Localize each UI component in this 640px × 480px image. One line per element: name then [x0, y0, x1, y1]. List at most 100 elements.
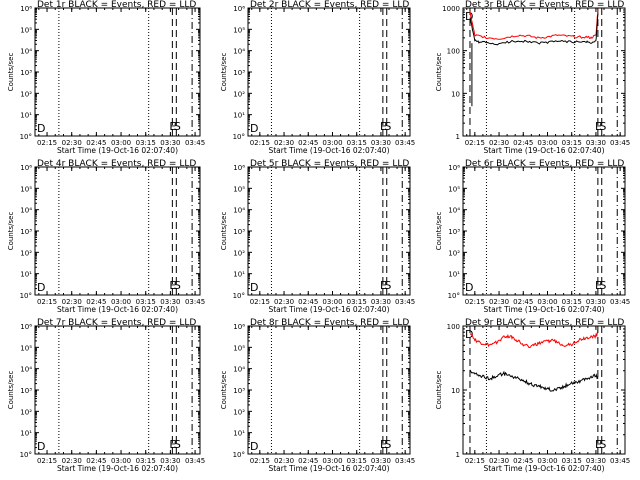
plot-frame — [247, 7, 411, 137]
y-tick-label: 10¹ — [233, 430, 245, 438]
marker-label-d: D — [465, 281, 473, 294]
y-tick-label: 10° — [20, 292, 32, 300]
x-tick-label: 03:15 — [562, 298, 582, 306]
y-tick-label: 10² — [20, 408, 32, 416]
x-axis-label: Start Time (19-Oct-16 02:07:40) — [268, 146, 389, 155]
y-tick-label: 10⁵ — [448, 185, 460, 193]
marker-label-d: D — [37, 122, 45, 135]
y-tick-label: 1000 — [442, 5, 460, 13]
y-tick-label: 10³ — [233, 69, 245, 77]
x-tick-label: 03:00 — [111, 457, 131, 465]
x-tick-label: 03:45 — [610, 457, 630, 465]
x-tick-label: 03:15 — [562, 457, 582, 465]
x-tick-label: 03:00 — [537, 139, 557, 147]
y-tick-label: 10¹ — [448, 271, 460, 279]
x-axis-label: Start Time (19-Oct-16 02:07:40) — [268, 464, 389, 473]
x-tick-label: 02:30 — [489, 298, 509, 306]
marker-label-s: S — [599, 279, 606, 292]
panel-title: Det 4r BLACK = Events, RED = LLD — [37, 159, 196, 169]
x-tick-label: 03:30 — [160, 457, 180, 465]
panel-1: Det 1r BLACK = Events, RED = LLD 10° 10¹ 10… — [7, 0, 205, 155]
y-tick-label: 10² — [233, 408, 245, 416]
x-tick-label: 03:45 — [610, 298, 630, 306]
y-tick-label: 10⁵ — [233, 185, 245, 193]
x-tick-label: 02:30 — [489, 457, 509, 465]
y-tick-label: 10° — [448, 292, 460, 300]
x-tick-label: 03:00 — [322, 457, 342, 465]
y-tick-label: 10⁵ — [20, 344, 32, 352]
panel-3: Det 3r BLACK = Events, RED = LLD 1 10 100 10… — [435, 0, 630, 155]
x-axis-label: Start Time (19-Oct-16 02:07:40) — [483, 464, 604, 473]
y-tick-label: 10⁶ — [448, 164, 460, 172]
x-tick-label: 02:45 — [513, 298, 533, 306]
x-tick-label: 03:00 — [537, 298, 557, 306]
y-tick-label: 10⁴ — [233, 366, 245, 374]
panel-6: Det 6r BLACK = Events, RED = LLD 10° 10¹ 10… — [435, 159, 630, 314]
y-tick-label: 10⁴ — [233, 207, 245, 215]
x-tick-label: 02:30 — [274, 457, 294, 465]
x-tick-label: 03:00 — [322, 139, 342, 147]
x-tick-label: 02:30 — [62, 298, 82, 306]
y-tick-label: 10² — [233, 249, 245, 257]
marker-label-e: E — [169, 279, 176, 292]
marker-label-s: S — [174, 438, 181, 451]
series-line-red — [469, 9, 599, 40]
series-line-red — [469, 329, 599, 348]
y-tick-label: 10² — [233, 90, 245, 98]
y-tick-label: 10⁴ — [20, 48, 32, 56]
y-tick-label: 10³ — [20, 387, 32, 395]
panel-title: Det 5r BLACK = Events, RED = LLD — [250, 159, 409, 169]
x-tick-label: 02:30 — [62, 457, 82, 465]
panel-7: Det 7r BLACK = Events, RED = LLD 10° 10¹ 10… — [7, 318, 205, 473]
y-tick-label: 100 — [447, 48, 460, 56]
y-tick-label: 10³ — [448, 228, 460, 236]
y-axis-label: Counts/sec — [435, 371, 443, 410]
y-tick-label: 10⁶ — [20, 5, 32, 13]
y-tick-label: 10° — [20, 451, 32, 459]
x-tick-label: 03:30 — [371, 457, 391, 465]
y-tick-label: 10¹ — [20, 430, 32, 438]
y-axis-label: Counts/sec — [220, 212, 228, 251]
plot-frame — [462, 7, 626, 137]
x-tick-label: 03:15 — [347, 139, 367, 147]
y-tick-label: 10³ — [233, 387, 245, 395]
y-tick-label: 10⁶ — [233, 164, 245, 172]
marker-label-e: E — [169, 438, 176, 451]
x-tick-label: 03:30 — [586, 298, 606, 306]
x-tick-label: 03:45 — [395, 139, 415, 147]
y-tick-label: 10⁵ — [20, 185, 32, 193]
marker-label-d: D — [465, 10, 473, 23]
x-tick-label: 03:00 — [537, 457, 557, 465]
x-tick-label: 02:30 — [274, 139, 294, 147]
y-tick-label: 10¹ — [20, 271, 32, 279]
y-tick-label: 10⁶ — [20, 164, 32, 172]
x-tick-label: 03:00 — [322, 298, 342, 306]
series-line-black — [469, 369, 599, 392]
marker-label-d: D — [37, 281, 45, 294]
y-tick-label: 1 — [456, 133, 460, 141]
x-tick-label: 02:15 — [465, 139, 485, 147]
x-tick-label: 03:30 — [586, 457, 606, 465]
y-axis-label: Counts/sec — [435, 53, 443, 92]
y-tick-label: 10⁴ — [448, 207, 460, 215]
y-tick-label: 10° — [233, 133, 245, 141]
x-tick-label: 03:30 — [160, 139, 180, 147]
marker-label-e: E — [595, 120, 602, 133]
x-tick-label: 03:45 — [185, 298, 205, 306]
panel-5: Det 5r BLACK = Events, RED = LLD 10° 10¹ 10… — [220, 159, 415, 314]
marker-label-s: S — [174, 279, 181, 292]
y-tick-label: 10³ — [20, 228, 32, 236]
marker-label-s: S — [599, 120, 606, 133]
plot-frame — [34, 7, 201, 137]
plot-frame — [462, 325, 626, 455]
x-axis-label: Start Time (19-Oct-16 02:07:40) — [483, 146, 604, 155]
x-tick-label: 02:45 — [86, 298, 106, 306]
panel-title: Det 9r BLACK = Events, RED = LLD — [465, 318, 624, 328]
x-tick-label: 03:15 — [136, 457, 156, 465]
panel-title: Det 3r BLACK = Events, RED = LLD — [465, 0, 624, 10]
x-tick-label: 03:00 — [111, 298, 131, 306]
x-tick-label: 02:45 — [298, 457, 318, 465]
marker-label-d: D — [250, 440, 258, 453]
y-tick-label: 10⁶ — [233, 5, 245, 13]
x-tick-label: 03:45 — [395, 298, 415, 306]
